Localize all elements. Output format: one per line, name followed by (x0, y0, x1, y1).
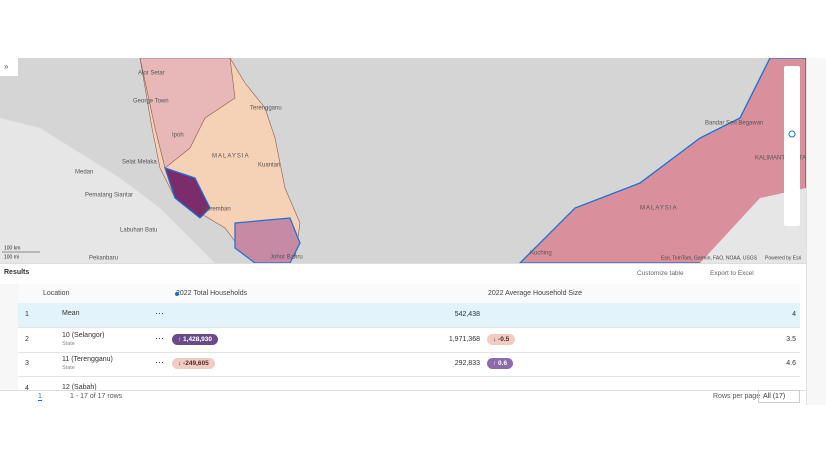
row-range: 1 - 17 of 17 rows (70, 393, 123, 400)
row-households: 1,971,368 (448, 335, 480, 343)
map-label: MALAYSIA (212, 154, 250, 160)
row-location: 10 (Selangor) (62, 331, 105, 339)
map-label: Bandar Seri Begawan (705, 121, 763, 127)
households-change: ↑ 1,428,930 (172, 333, 218, 345)
borneo-malaysia (519, 58, 806, 263)
row-location: Mean (62, 310, 80, 317)
row-index: 1 (25, 311, 29, 318)
selangor (164, 167, 211, 219)
customize-button[interactable]: Customize table (637, 270, 684, 277)
row-kind: State (62, 365, 75, 371)
kalimantan (700, 188, 806, 263)
rows-per-page-label: Rows per page (713, 393, 761, 400)
households-change: ↓ -249,605 (172, 358, 215, 369)
row-index: 4 (25, 384, 29, 392)
powered-by: Powered by Esri (765, 255, 801, 261)
map-label: Seremban (203, 207, 231, 213)
zoom-slider[interactable] (788, 130, 796, 138)
row-location: 11 (Terengganu) (62, 356, 113, 363)
size-change: ↑ 0.6 (487, 358, 514, 369)
header-households: 2022 Total Households (176, 290, 248, 297)
scale-mi: 100 mi (4, 254, 19, 260)
table-row (18, 303, 800, 328)
export-button[interactable]: Export to Excel (710, 270, 754, 277)
row-menu: ⋯ (155, 357, 164, 367)
map-label: George Town (133, 99, 169, 105)
row-menu: ⋯ (155, 308, 164, 318)
map-label: Johor Bahru (270, 255, 303, 261)
header-row (18, 284, 800, 304)
table-row (18, 352, 800, 377)
map-label: Selat Melaka (122, 160, 157, 166)
row-size: 3.5 (786, 335, 796, 343)
map-label: Alor Setar (138, 71, 165, 77)
map-label: KALIMANTAN UTARA (755, 156, 806, 162)
scale-km: 100 km (4, 245, 20, 251)
results-title: Results (4, 269, 30, 276)
row-kind: State (62, 340, 75, 347)
row-households: 292,833 (454, 360, 480, 367)
page-button[interactable]: 1 (38, 393, 42, 401)
expand-icon: » (4, 62, 9, 71)
right-toolbar (806, 58, 826, 405)
row-menu: ⋯ (155, 332, 164, 343)
size-change: ↓ -0.5 (487, 333, 516, 345)
map-label: Ipoh (172, 133, 184, 139)
row-index: 3 (25, 360, 29, 367)
results-panel (0, 263, 806, 406)
header-size: 2022 Average Household Size (488, 290, 583, 297)
row-location: 12 (Sabah) (62, 383, 97, 391)
map-label: MALAYSIA (640, 206, 678, 212)
map-label: Pekanbaru (89, 256, 118, 262)
map-label: Terengganu (250, 106, 282, 112)
header-location: Location (43, 290, 70, 297)
sumatra (0, 118, 215, 263)
left-sidebar (0, 284, 18, 404)
row-size: 4.6 (786, 360, 796, 367)
north-states (139, 58, 236, 169)
footer (0, 390, 806, 406)
row-index: 2 (25, 335, 29, 343)
johor (234, 217, 301, 263)
map-label: Medan (75, 170, 93, 176)
map-label: Kuching (530, 251, 552, 257)
map-label: Labuhan Batu (120, 228, 157, 234)
row-households: 542,438 (454, 311, 480, 318)
sort-dot (175, 292, 179, 296)
table-row (18, 328, 800, 353)
expand-button (0, 58, 18, 76)
attribution: Esri, TomTom, Garmin, FAO, NOAA, USGS (661, 255, 758, 261)
map: Alor Setar George Town Ipoh Terengganu MALA… (0, 58, 806, 263)
map-label: Kuantan (258, 163, 280, 169)
row-size: 4 (792, 311, 796, 318)
rows-select[interactable]: All (17) (758, 390, 800, 403)
map-label: Pematang Siantar (85, 193, 133, 199)
map-controls (784, 66, 800, 226)
